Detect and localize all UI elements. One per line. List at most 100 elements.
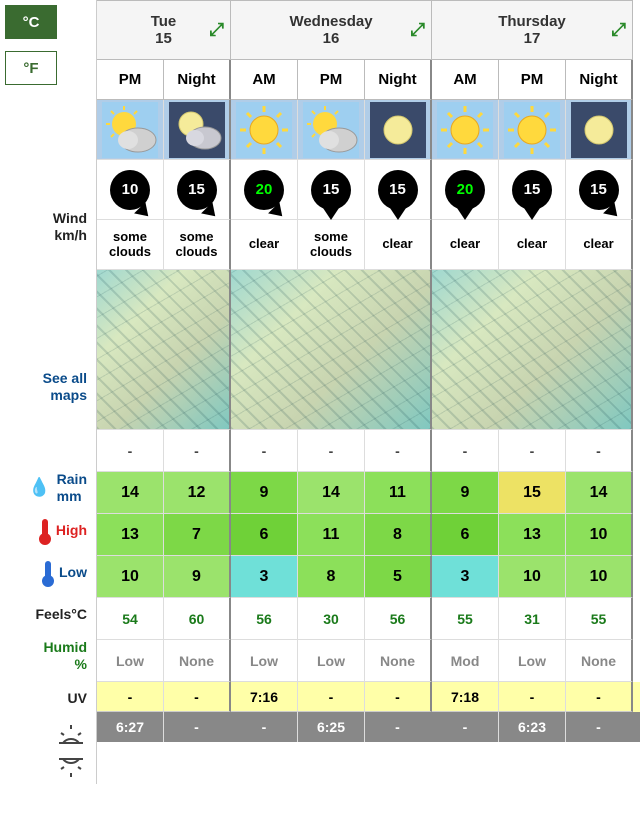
low-cell: 13 <box>97 514 164 556</box>
sunrise-row-label <box>5 719 91 749</box>
period-header: PM <box>499 60 566 100</box>
uv-cell: None <box>164 640 231 682</box>
sunset-icon <box>55 749 87 779</box>
wind-direction-arrow <box>457 208 473 220</box>
expand-icon[interactable]: ⤢ <box>210 20 224 41</box>
weather-icon-cell <box>432 100 499 160</box>
high-row-label: High <box>5 509 91 551</box>
humidity-cell: 55 <box>566 598 633 640</box>
description-cell: clear <box>566 220 633 270</box>
weather-icon-cell <box>566 100 633 160</box>
rain-cell: - <box>432 430 499 472</box>
weather-icon <box>504 102 560 158</box>
weather-icon-cell <box>298 100 365 160</box>
uv-cell: Low <box>499 640 566 682</box>
uv-cell: Low <box>298 640 365 682</box>
wind-badge: 15 <box>512 170 552 210</box>
humidity-cell: 60 <box>164 598 231 640</box>
low-cell: 6 <box>231 514 298 556</box>
high-cell: 9 <box>231 472 298 514</box>
sunrise-icon <box>55 719 87 749</box>
weather-icon <box>571 102 627 158</box>
low-row-label: Low <box>5 551 91 593</box>
uv-cell: Low <box>231 640 298 682</box>
uv-cell: None <box>566 640 633 682</box>
sunset-cell: - <box>231 712 298 742</box>
humidity-cell: 56 <box>365 598 432 640</box>
low-cell: 10 <box>566 514 633 556</box>
wind-badge: 15 <box>579 170 619 210</box>
wind-direction-arrow <box>524 208 540 220</box>
feels-cell: 5 <box>365 556 432 598</box>
weather-icon-cell <box>231 100 298 160</box>
desc-row-label <box>5 257 91 307</box>
map-thumbnail[interactable] <box>97 270 231 430</box>
period-header: Night <box>365 60 432 100</box>
sunset-cell: - <box>432 712 499 742</box>
weather-icon <box>169 102 225 158</box>
sunrise-cell: - <box>365 682 432 712</box>
map-thumbnail[interactable] <box>231 270 432 430</box>
period-header: PM <box>298 60 365 100</box>
humid-row-label: Humid% <box>5 635 91 677</box>
description-cell: clear <box>499 220 566 270</box>
weather-icon <box>437 102 493 158</box>
weather-icon <box>236 102 292 158</box>
weather-icon <box>370 102 426 158</box>
expand-icon[interactable]: ⤢ <box>612 20 626 41</box>
sunset-cell: 6:23 <box>499 712 566 742</box>
wind-direction-arrow <box>390 208 406 220</box>
expand-icon[interactable]: ⤢ <box>411 20 425 41</box>
map-thumbnail[interactable] <box>432 270 633 430</box>
rain-cell: - <box>298 430 365 472</box>
period-header: PM <box>97 60 164 100</box>
feels-cell: 10 <box>566 556 633 598</box>
wind-badge: 15 <box>311 170 351 210</box>
fahrenheit-button[interactable]: °F <box>5 51 57 85</box>
high-cell: 15 <box>499 472 566 514</box>
wind-direction-arrow <box>268 202 288 222</box>
rain-cell: - <box>164 430 231 472</box>
weather-icon-cell <box>499 100 566 160</box>
sunrise-cell: - <box>499 682 566 712</box>
day-header[interactable]: Thursday17⤢ <box>432 0 633 60</box>
celsius-button[interactable]: °C <box>5 5 57 39</box>
thermometer-hot-icon <box>42 519 48 541</box>
description-cell: clear <box>231 220 298 270</box>
humidity-cell: 56 <box>231 598 298 640</box>
rain-icon: 💧 <box>28 477 50 499</box>
maps-row-label[interactable]: See allmaps <box>5 307 91 467</box>
wind-direction-arrow <box>603 202 623 222</box>
sunrise-cell: - <box>298 682 365 712</box>
feels-cell: 10 <box>97 556 164 598</box>
humidity-cell: 54 <box>97 598 164 640</box>
day-header[interactable]: Tue15⤢ <box>97 0 231 60</box>
feels-cell: 3 <box>231 556 298 598</box>
humidity-cell: 55 <box>432 598 499 640</box>
description-cell: someclouds <box>97 220 164 270</box>
rain-cell: - <box>566 430 633 472</box>
sunset-cell: 6:25 <box>298 712 365 742</box>
wind-direction-arrow <box>323 208 339 220</box>
wind-direction-arrow <box>134 202 154 222</box>
description-cell: someclouds <box>298 220 365 270</box>
wind-badge: 15 <box>378 170 418 210</box>
wind-cell: 15 <box>499 160 566 220</box>
low-cell: 6 <box>432 514 499 556</box>
wind-cell: 15 <box>164 160 231 220</box>
sunset-cell: - <box>566 712 633 742</box>
high-cell: 14 <box>298 472 365 514</box>
feels-cell: 3 <box>432 556 499 598</box>
humidity-cell: 30 <box>298 598 365 640</box>
sunset-cell: 6:27 <box>97 712 164 742</box>
sunrise-cell: 7:18 <box>432 682 499 712</box>
sunset-cell: - <box>164 712 231 742</box>
rain-cell: - <box>231 430 298 472</box>
uv-cell: Low <box>97 640 164 682</box>
sunset-cell: - <box>365 712 432 742</box>
wind-row-label: Windkm/h <box>5 197 91 257</box>
high-cell: 14 <box>97 472 164 514</box>
sunset-row-label <box>5 749 91 779</box>
rain-cell: - <box>365 430 432 472</box>
day-header[interactable]: Wednesday16⤢ <box>231 0 432 60</box>
